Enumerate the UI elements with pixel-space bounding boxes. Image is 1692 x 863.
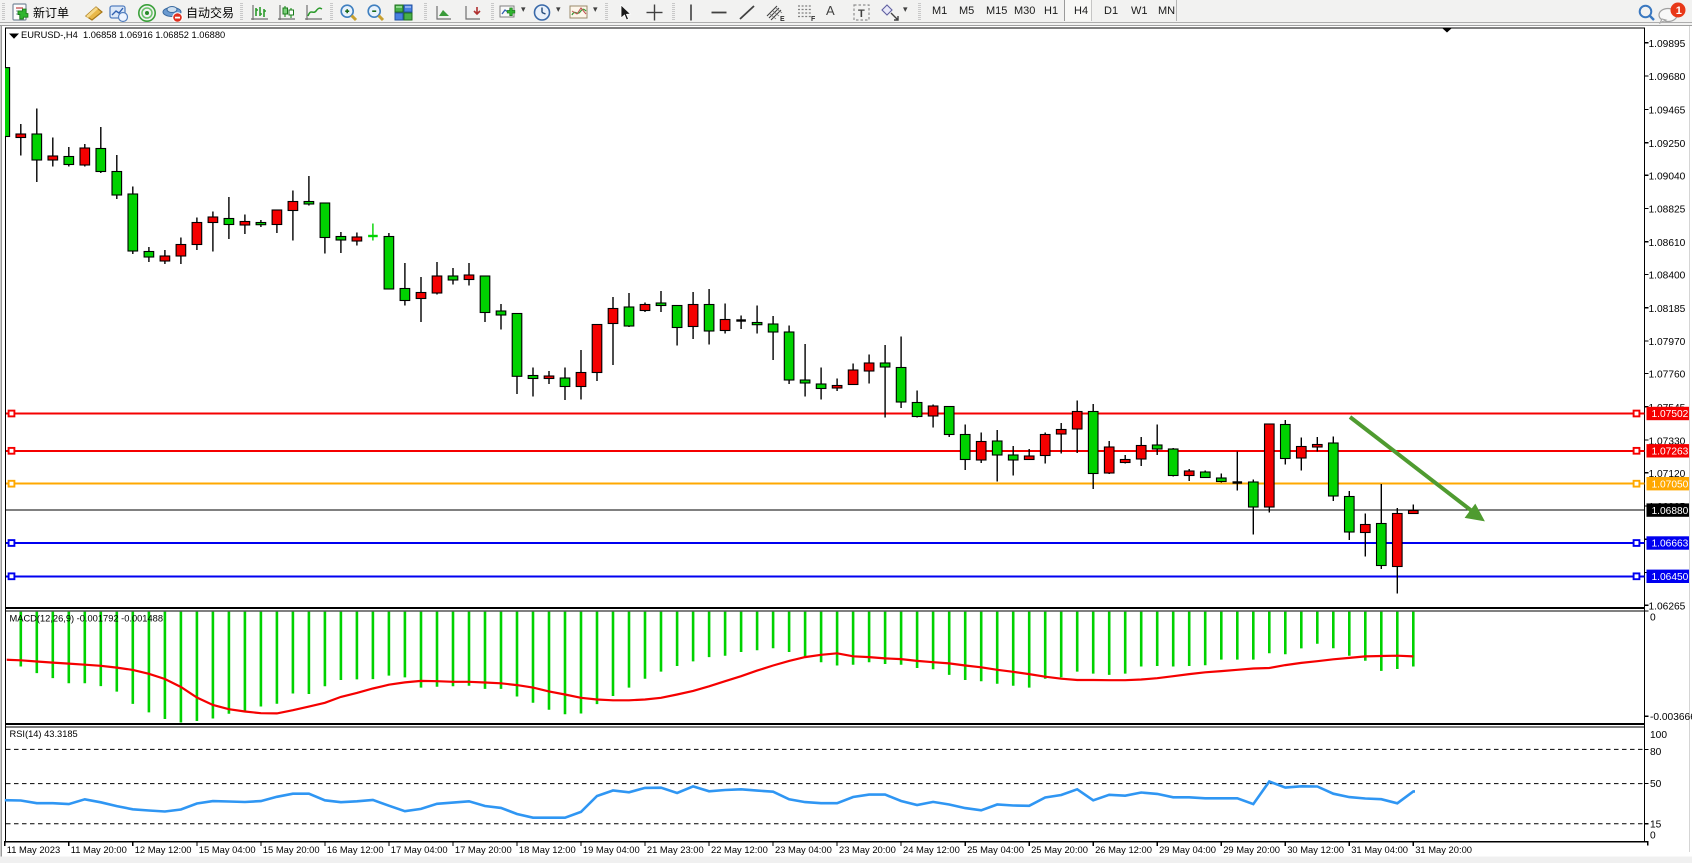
svg-text:1.08610: 1.08610 <box>1649 238 1686 249</box>
svg-text:1.08825: 1.08825 <box>1649 205 1686 216</box>
svg-text:1: 1 <box>1676 5 1682 17</box>
svg-text:19 May 04:00: 19 May 04:00 <box>583 844 640 855</box>
svg-text:1.09250: 1.09250 <box>1649 139 1686 150</box>
svg-text:16 May 12:00: 16 May 12:00 <box>327 844 384 855</box>
svg-text:12 May 12:00: 12 May 12:00 <box>135 844 192 855</box>
svg-text:29 May 04:00: 29 May 04:00 <box>1159 844 1216 855</box>
svg-text:1.08400: 1.08400 <box>1649 271 1686 282</box>
svg-text:0: 0 <box>1650 831 1656 842</box>
svg-text:1.09040: 1.09040 <box>1649 171 1686 182</box>
svg-text:1.07120: 1.07120 <box>1649 469 1686 480</box>
svg-text:17 May 20:00: 17 May 20:00 <box>455 844 512 855</box>
svg-text:30 May 12:00: 30 May 12:00 <box>1287 844 1344 855</box>
svg-text:11 May 2023: 11 May 2023 <box>7 844 61 855</box>
svg-text:15 May 04:00: 15 May 04:00 <box>199 844 256 855</box>
svg-text:T: T <box>858 8 865 20</box>
svg-text:1.08185: 1.08185 <box>1649 304 1686 315</box>
svg-text:1.07050: 1.07050 <box>1652 479 1689 490</box>
svg-text:1.06265: 1.06265 <box>1649 601 1686 612</box>
svg-text:1.06880: 1.06880 <box>1652 506 1689 517</box>
svg-text:11 May 20:00: 11 May 20:00 <box>71 844 127 855</box>
svg-text:29 May 20:00: 29 May 20:00 <box>1223 844 1280 855</box>
svg-text:-0.003666: -0.003666 <box>1650 712 1692 723</box>
svg-text:15 May 20:00: 15 May 20:00 <box>263 844 320 855</box>
svg-text:1.07760: 1.07760 <box>1649 370 1686 381</box>
svg-text:1.06450: 1.06450 <box>1652 572 1689 583</box>
svg-text:1.07263: 1.07263 <box>1652 447 1689 458</box>
svg-text:EURUSD-,H4 1.06858 1.06916 1.: EURUSD-,H4 1.06858 1.06916 1.06852 1.068… <box>21 30 225 40</box>
svg-text:100: 100 <box>1650 730 1667 741</box>
svg-text:21 May 23:00: 21 May 23:00 <box>647 844 704 855</box>
svg-text:1.09895: 1.09895 <box>1649 39 1686 50</box>
svg-text:15: 15 <box>1650 820 1662 831</box>
svg-text:17 May 04:00: 17 May 04:00 <box>391 844 448 855</box>
svg-text:26 May 12:00: 26 May 12:00 <box>1095 844 1152 855</box>
svg-text:24 May 12:00: 24 May 12:00 <box>903 844 960 855</box>
svg-text:31 May 20:00: 31 May 20:00 <box>1415 844 1472 855</box>
svg-text:22 May 12:00: 22 May 12:00 <box>711 844 768 855</box>
svg-text:50: 50 <box>1650 779 1662 790</box>
svg-text:23 May 20:00: 23 May 20:00 <box>839 844 896 855</box>
svg-text:25 May 04:00: 25 May 04:00 <box>967 844 1024 855</box>
svg-text:25 May 20:00: 25 May 20:00 <box>1031 844 1088 855</box>
svg-text:E: E <box>780 16 785 23</box>
svg-text:1.07502: 1.07502 <box>1652 409 1689 420</box>
svg-text:31 May 04:00: 31 May 04:00 <box>1351 844 1408 855</box>
svg-text:0: 0 <box>1650 613 1656 624</box>
svg-text:F: F <box>811 16 816 23</box>
svg-text:18 May 12:00: 18 May 12:00 <box>519 844 576 855</box>
svg-text:1.07330: 1.07330 <box>1649 436 1686 447</box>
svg-text:80: 80 <box>1650 747 1662 758</box>
svg-text:1.09465: 1.09465 <box>1649 106 1686 117</box>
svg-text:1.07970: 1.07970 <box>1649 337 1686 348</box>
svg-text:1.09680: 1.09680 <box>1649 72 1686 83</box>
svg-text:MACD(12,26,9) -0.001792 -0.001: MACD(12,26,9) -0.001792 -0.001488 <box>10 614 164 624</box>
svg-text:23 May 04:00: 23 May 04:00 <box>775 844 832 855</box>
svg-text:RSI(14) 43.3185: RSI(14) 43.3185 <box>10 729 78 739</box>
svg-text:1.06663: 1.06663 <box>1652 539 1689 550</box>
